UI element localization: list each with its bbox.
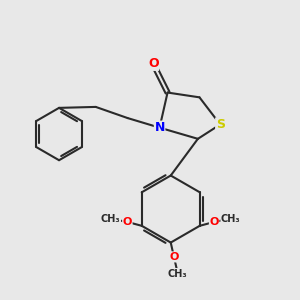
- Text: CH₃: CH₃: [221, 214, 241, 224]
- Text: O: O: [123, 217, 132, 227]
- Text: O: O: [169, 252, 178, 262]
- Text: N: N: [154, 121, 165, 134]
- Text: CH₃: CH₃: [168, 268, 188, 278]
- Text: O: O: [209, 217, 219, 227]
- Text: CH₃: CH₃: [101, 214, 121, 224]
- Text: O: O: [148, 57, 158, 70]
- Text: S: S: [216, 118, 225, 131]
